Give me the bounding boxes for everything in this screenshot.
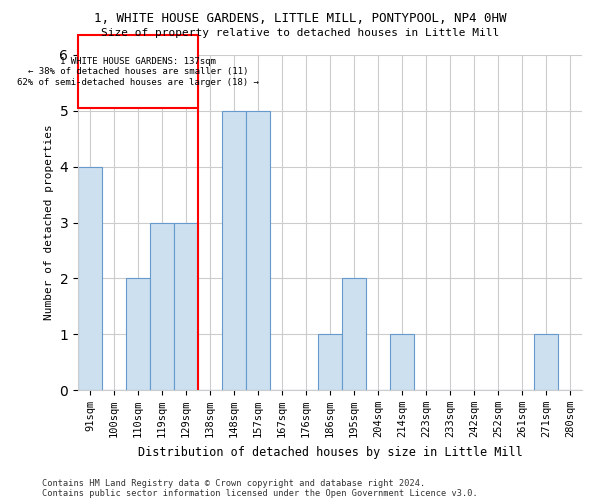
FancyBboxPatch shape: [78, 36, 198, 108]
Y-axis label: Number of detached properties: Number of detached properties: [44, 124, 54, 320]
Bar: [78, 166, 102, 390]
Bar: [318, 334, 342, 390]
Bar: [150, 222, 174, 390]
Bar: [174, 222, 198, 390]
Bar: [342, 278, 366, 390]
Bar: [390, 334, 414, 390]
Bar: [222, 111, 246, 390]
Text: Contains public sector information licensed under the Open Government Licence v3: Contains public sector information licen…: [42, 488, 478, 498]
Text: 1 WHITE HOUSE GARDENS: 137sqm
← 38% of detached houses are smaller (11)
62% of s: 1 WHITE HOUSE GARDENS: 137sqm ← 38% of d…: [17, 57, 259, 86]
Text: Size of property relative to detached houses in Little Mill: Size of property relative to detached ho…: [101, 28, 499, 38]
X-axis label: Distribution of detached houses by size in Little Mill: Distribution of detached houses by size …: [137, 446, 523, 458]
Bar: [126, 278, 150, 390]
Bar: [246, 111, 270, 390]
Text: Contains HM Land Registry data © Crown copyright and database right 2024.: Contains HM Land Registry data © Crown c…: [42, 478, 425, 488]
Text: 1, WHITE HOUSE GARDENS, LITTLE MILL, PONTYPOOL, NP4 0HW: 1, WHITE HOUSE GARDENS, LITTLE MILL, PON…: [94, 12, 506, 26]
Bar: [534, 334, 558, 390]
